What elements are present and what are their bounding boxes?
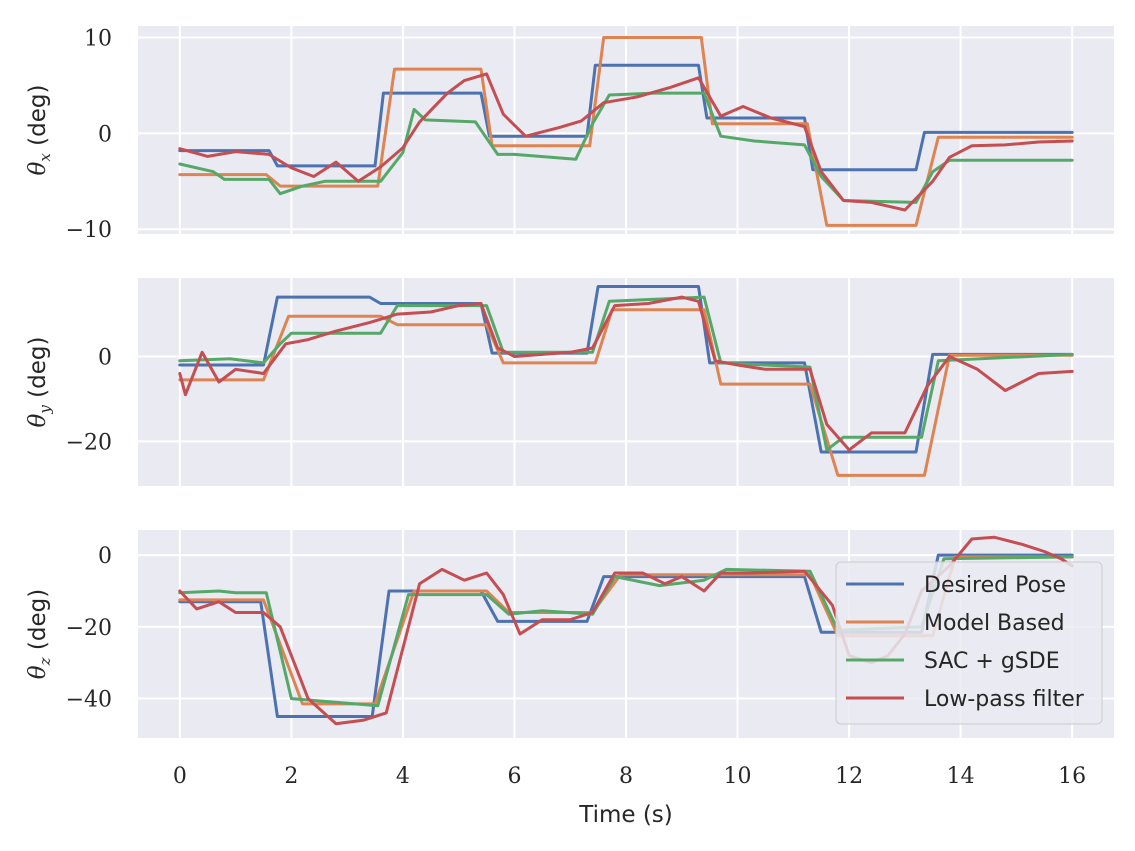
y-tick-label: −20 [66, 616, 112, 641]
x-tick-label: 14 [947, 764, 975, 789]
series-line-model-based [178, 36, 1074, 227]
series-line-low-pass-filter [178, 72, 1074, 212]
y-tick-label: 0 [98, 544, 112, 569]
x-tick-label: 8 [619, 764, 633, 789]
y-tick-label: 0 [98, 122, 112, 147]
legend-label: Low-pass filter [924, 687, 1085, 712]
legend-box [835, 561, 1103, 725]
series-line-desired-pose [178, 285, 1074, 454]
x-tick-label: 2 [284, 764, 298, 789]
legend-label: SAC + gSDE [924, 649, 1060, 674]
series-line-desired-pose [178, 63, 1074, 172]
y-axis-label: θx (deg) [25, 85, 54, 176]
series-line-model-based [178, 308, 1074, 477]
series-line-sac-gsde [178, 295, 1074, 452]
panels: −10 0 10 θx (deg) −20 0 θy (deg) −40 −20 0 θz (deg… [25, 26, 1114, 738]
legend: Desired Pose Model Based SAC + gSDE Low-pas… [835, 561, 1103, 725]
x-axis: 0 2 4 6 8 10 12 14 16 Time (s) [173, 764, 1086, 828]
x-axis-label: Time (s) [578, 802, 673, 828]
legend-item: Model Based [846, 611, 1065, 636]
y-axis-label: θz (deg) [25, 589, 54, 679]
x-tick-label: 4 [396, 764, 410, 789]
legend-label: Model Based [924, 611, 1065, 636]
y-tick-label: −10 [66, 218, 112, 243]
y-tick-label: 10 [84, 27, 112, 52]
y-axis-label: θy (deg) [25, 337, 54, 428]
x-tick-label: 0 [173, 764, 187, 789]
series-line-low-pass-filter [178, 295, 1074, 452]
legend-item: Low-pass filter [846, 687, 1085, 712]
x-tick-label: 10 [724, 764, 752, 789]
y-tick-label: −40 [66, 688, 112, 713]
y-tick-label: −20 [66, 430, 112, 455]
legend-label: Desired Pose [924, 573, 1066, 598]
panel-1: −20 0 θy (deg) [25, 278, 1114, 486]
x-tick-label: 16 [1058, 764, 1086, 789]
panel-0: −10 0 10 θx (deg) [25, 26, 1114, 243]
y-tick-label: 0 [98, 346, 112, 371]
x-tick-label: 6 [507, 764, 521, 789]
x-tick-label: 12 [835, 764, 863, 789]
legend-item: SAC + gSDE [846, 649, 1060, 674]
legend-item: Desired Pose [846, 573, 1066, 598]
series-line-sac-gsde [178, 555, 1074, 708]
